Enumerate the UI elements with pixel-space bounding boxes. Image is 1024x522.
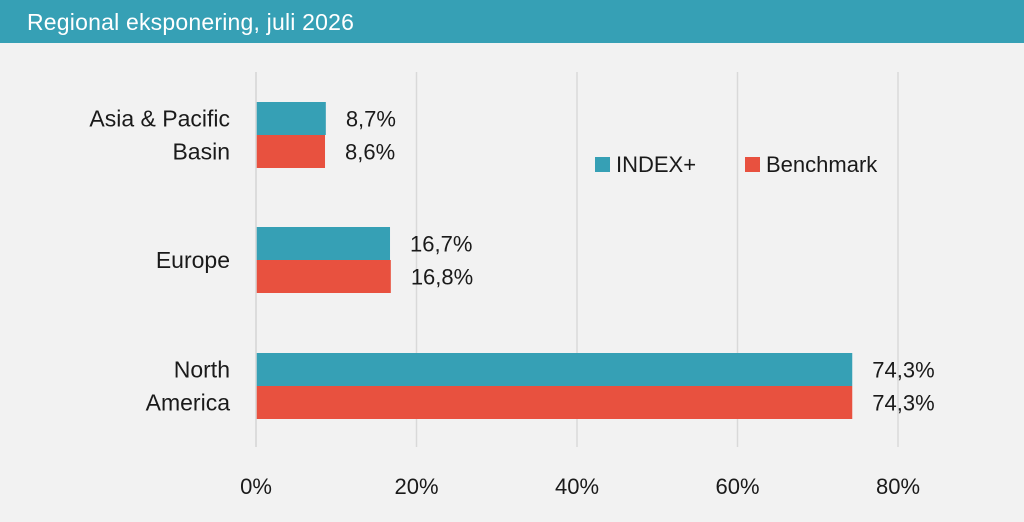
category-label: Basin <box>172 139 230 165</box>
bar-benchmark <box>256 386 853 419</box>
data-label: 8,6% <box>345 140 395 165</box>
chart-header: Regional eksponering, juli 2026 <box>0 0 1024 43</box>
legend-swatch <box>595 157 610 172</box>
x-tick-label: 0% <box>240 474 272 499</box>
bar-index- <box>256 102 326 135</box>
chart-title: Regional eksponering, juli 2026 <box>27 9 355 35</box>
data-label: 16,7% <box>410 232 472 257</box>
x-tick-label: 60% <box>715 474 759 499</box>
data-label: 16,8% <box>411 265 473 290</box>
data-label: 74,3% <box>872 358 934 383</box>
bar-index- <box>256 227 391 260</box>
category-label: North <box>174 357 230 383</box>
legend-label: INDEX+ <box>616 152 696 177</box>
bar-benchmark <box>256 260 391 293</box>
bar-index- <box>256 353 853 386</box>
bar-benchmark <box>256 135 326 168</box>
category-label: America <box>146 390 231 416</box>
category-label: Europe <box>156 247 230 273</box>
legend-swatch <box>745 157 760 172</box>
legend-label: Benchmark <box>766 152 878 177</box>
category-label: Asia & Pacific <box>89 106 230 132</box>
x-tick-label: 40% <box>555 474 599 499</box>
data-label: 74,3% <box>872 391 934 416</box>
x-tick-label: 20% <box>394 474 438 499</box>
data-label: 8,7% <box>346 107 396 132</box>
x-tick-label: 80% <box>876 474 920 499</box>
